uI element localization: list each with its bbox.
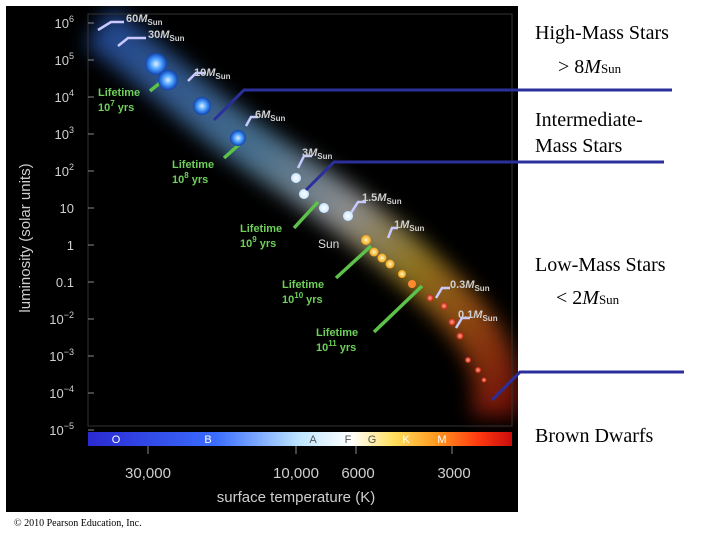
spectral-class-b: B xyxy=(204,434,211,446)
x-tick-labels: 30,000 10,000 6000 3000 xyxy=(125,465,471,482)
spectral-class-o: O xyxy=(112,434,121,446)
mass-label-1.5: 1.5MSun xyxy=(362,192,402,206)
spectral-class-k: K xyxy=(402,434,410,446)
high-mass-stars-title: High-Mass Stars xyxy=(535,22,669,44)
y-tick-label: 106 xyxy=(55,14,74,31)
x-tick-label: 30,000 xyxy=(125,465,171,482)
intermediate-mass-subtitle: Mass Stars xyxy=(535,135,623,157)
lifetime-label-1e7: Lifetime 107 yrs xyxy=(98,87,143,114)
lifetime-label-1e9: Lifetime 109 yrs xyxy=(240,223,285,250)
star-30msun xyxy=(158,70,178,90)
spectral-class-g: G xyxy=(368,434,377,446)
spectral-class-f: F xyxy=(345,434,352,446)
x-tick-label: 10,000 xyxy=(273,465,319,482)
plot-frame xyxy=(87,13,513,427)
y-tick-label: 10−5 xyxy=(49,421,74,438)
hr-diagram-svg: luminosity (solar units) 106 105 104 103… xyxy=(17,7,518,506)
spectral-class-bar xyxy=(88,432,512,446)
mass-label-30: 30MSun xyxy=(148,29,185,43)
y-tick-label: 10−2 xyxy=(49,310,74,327)
main-sequence-stars xyxy=(145,53,487,383)
star xyxy=(440,302,448,310)
low-mass-stars-title: Low-Mass Stars xyxy=(535,254,666,276)
brown-dwarf-pointer xyxy=(490,370,684,402)
y-tick-label: 104 xyxy=(55,88,74,105)
mass-label-10: 10MSun xyxy=(194,67,231,81)
y-tick-marks xyxy=(88,22,94,431)
high-mass-stars-criterion: > 8MSun xyxy=(558,56,622,78)
low-mass-stars-criterion: < 2MSun xyxy=(556,287,620,309)
x-tick-label: 3000 xyxy=(437,465,470,482)
star-1msun xyxy=(377,253,387,263)
star-sun xyxy=(361,235,371,245)
spectral-class-a: A xyxy=(309,434,317,446)
star-60msun xyxy=(145,53,167,75)
star-0.3msun xyxy=(426,294,434,302)
y-tick-label: 1 xyxy=(67,238,74,253)
star xyxy=(481,377,487,383)
y-tick-label: 105 xyxy=(55,51,74,68)
y-axis-label: luminosity (solar units) xyxy=(17,163,34,312)
star-6msun xyxy=(230,130,246,146)
spectral-class-m: M xyxy=(437,434,446,446)
y-tick-label: 10−3 xyxy=(49,347,74,364)
y-tick-labels: 106 105 104 103 102 10 1 0.1 10−2 10−3 1… xyxy=(49,14,74,438)
star-3msun xyxy=(291,173,301,183)
hr-diagram-figure: luminosity (solar units) 106 105 104 103… xyxy=(6,6,518,512)
y-tick-label: 0.1 xyxy=(56,275,74,290)
y-tick-label: 10 xyxy=(60,201,74,216)
intermediate-mass-title: Intermediate- xyxy=(535,109,643,131)
copyright-notice: © 2010 Pearson Education, Inc. xyxy=(14,518,142,529)
y-tick-label: 10−4 xyxy=(49,384,74,401)
star xyxy=(369,247,379,257)
mass-label-0.3: 0.3MSun xyxy=(450,279,490,293)
sun-label: Sun xyxy=(318,237,339,251)
star xyxy=(475,367,481,373)
star xyxy=(408,280,416,288)
star-10msun xyxy=(193,97,211,115)
brown-dwarfs-title: Brown Dwarfs xyxy=(535,425,654,447)
lifetime-label-1e11: Lifetime 1011 yrs xyxy=(316,327,361,354)
lifetime-label-1e8: Lifetime 108 yrs xyxy=(172,159,217,186)
star-1.5msun xyxy=(343,211,353,221)
star-0.1msun xyxy=(456,332,464,340)
mass-label-1: 1MSun xyxy=(394,219,425,233)
star xyxy=(319,203,329,213)
mass-label-60: 60MSun xyxy=(126,13,163,27)
spectral-class-letters: O B A F G K M xyxy=(112,434,447,446)
main-sequence-band xyxy=(84,7,518,417)
star xyxy=(465,357,471,363)
x-tick-label: 6000 xyxy=(341,465,374,482)
x-tick-marks xyxy=(147,446,453,454)
star xyxy=(398,270,406,278)
mass-label-6: 6MSun xyxy=(255,109,286,123)
x-axis-label: surface temperature (K) xyxy=(217,489,375,506)
star xyxy=(299,189,309,199)
y-tick-label: 103 xyxy=(55,125,74,142)
star xyxy=(385,259,395,269)
lifetime-label-1e10: Lifetime 1010 yrs xyxy=(282,279,327,306)
mass-label-3: 3MSun xyxy=(302,147,333,161)
y-tick-label: 102 xyxy=(55,162,74,179)
mass-label-0.1: 0.1MSun xyxy=(458,309,498,323)
lifetime-labels: Lifetime 107 yrs Lifetime 108 yrs Lifetime… xyxy=(98,87,361,354)
star xyxy=(448,318,456,326)
